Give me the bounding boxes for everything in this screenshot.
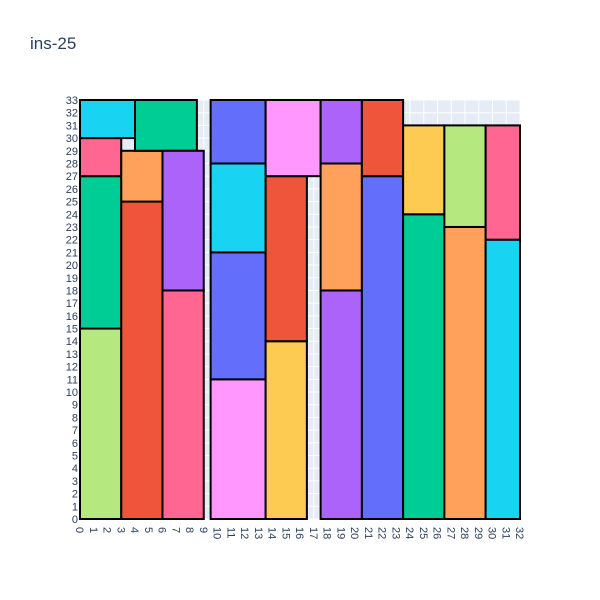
x-tick-label: 5 bbox=[142, 527, 154, 533]
chart-rect-6 bbox=[134, 99, 198, 152]
chart-rect-11 bbox=[209, 162, 267, 254]
x-tick-label: 19 bbox=[334, 527, 346, 539]
y-tick-label: 8 bbox=[72, 412, 78, 424]
chart-rect-1 bbox=[79, 175, 123, 330]
x-tick-label: 31 bbox=[499, 527, 511, 539]
chart-rect-9 bbox=[209, 378, 267, 521]
x-tick-label: 12 bbox=[238, 527, 250, 539]
x-tick-label: 7 bbox=[169, 527, 181, 533]
x-tick-label: 27 bbox=[444, 527, 456, 539]
chart-rect-12 bbox=[209, 99, 267, 165]
y-tick-label: 31 bbox=[66, 120, 78, 132]
x-tick-label: 22 bbox=[376, 527, 388, 539]
y-tick-label: 33 bbox=[66, 95, 78, 107]
x-tick-label: 11 bbox=[224, 527, 236, 538]
y-tick-label: 16 bbox=[66, 311, 78, 323]
y-tick-label: 26 bbox=[66, 184, 78, 196]
x-tick-label: 21 bbox=[362, 527, 374, 539]
y-tick-label: 6 bbox=[72, 438, 78, 450]
x-tick-label: 4 bbox=[128, 527, 140, 533]
chart-rect-5 bbox=[120, 149, 164, 203]
chart-rect-25 bbox=[484, 238, 521, 521]
x-tick-label: 0 bbox=[73, 527, 85, 533]
chart-rect-24 bbox=[443, 124, 487, 228]
x-tick-label: 8 bbox=[183, 527, 195, 533]
chart-rect-13 bbox=[264, 340, 308, 520]
y-tick-label: 27 bbox=[66, 171, 78, 183]
chart-rect-22 bbox=[402, 124, 446, 216]
chart-rect-21 bbox=[402, 213, 446, 520]
y-tick-label: 9 bbox=[72, 400, 78, 412]
x-tick-label: 9 bbox=[197, 527, 209, 533]
x-tick-label: 20 bbox=[348, 527, 360, 539]
chart-title: ins-25 bbox=[30, 34, 77, 53]
y-tick-label: 32 bbox=[66, 108, 78, 120]
x-tick-label: 13 bbox=[252, 527, 264, 539]
y-tick-label: 28 bbox=[66, 158, 78, 170]
x-tick-label: 17 bbox=[307, 527, 319, 539]
y-tick-label: 0 bbox=[72, 514, 78, 526]
y-tick-label: 22 bbox=[66, 235, 78, 247]
x-tick-label: 14 bbox=[266, 527, 278, 539]
y-tick-label: 23 bbox=[66, 222, 78, 234]
chart-rect-4 bbox=[120, 200, 164, 521]
x-tick-label: 32 bbox=[513, 527, 525, 539]
y-tick-label: 17 bbox=[66, 298, 78, 310]
y-tick-label: 30 bbox=[66, 133, 78, 145]
chart-rect-8 bbox=[161, 149, 205, 292]
x-tick-label: 23 bbox=[389, 527, 401, 539]
y-tick-label: 21 bbox=[66, 247, 78, 259]
chart-rect-15 bbox=[264, 99, 322, 178]
y-tick-label: 5 bbox=[72, 451, 78, 463]
chart-rect-19 bbox=[360, 175, 405, 520]
chart-rect-10 bbox=[209, 251, 267, 381]
y-tick-label: 3 bbox=[72, 476, 78, 488]
chart-rect-18 bbox=[319, 99, 363, 165]
x-tick-label: 28 bbox=[458, 527, 470, 539]
y-tick-label: 12 bbox=[66, 362, 78, 374]
chart-rect-20 bbox=[360, 99, 405, 178]
y-tick-label: 19 bbox=[66, 273, 78, 285]
x-tick-label: 1 bbox=[87, 527, 99, 533]
y-tick-label: 25 bbox=[66, 197, 78, 209]
x-tick-label: 10 bbox=[211, 527, 223, 539]
x-tick-label: 16 bbox=[293, 527, 305, 539]
y-tick-label: 15 bbox=[66, 324, 78, 336]
chart-rect-3 bbox=[79, 99, 136, 140]
x-tick-label: 15 bbox=[279, 527, 291, 539]
y-tick-label: 2 bbox=[72, 489, 78, 501]
y-tick-label: 4 bbox=[72, 463, 78, 475]
y-tick-label: 24 bbox=[66, 209, 78, 221]
x-tick-label: 2 bbox=[101, 527, 113, 533]
x-tick-label: 25 bbox=[417, 527, 429, 539]
chart-rect-2 bbox=[79, 137, 123, 178]
y-tick-label: 18 bbox=[66, 285, 78, 297]
y-tick-label: 13 bbox=[66, 349, 78, 361]
y-tick-label: 20 bbox=[66, 260, 78, 272]
x-tick-label: 3 bbox=[114, 527, 126, 533]
y-tick-label: 7 bbox=[72, 425, 78, 437]
y-tick-label: 14 bbox=[66, 336, 78, 348]
chart-rect-17 bbox=[319, 162, 363, 292]
y-tick-label: 10 bbox=[66, 387, 78, 399]
chart-rect-7 bbox=[161, 289, 205, 521]
y-tick-label: 11 bbox=[67, 374, 78, 386]
x-tick-label: 29 bbox=[472, 527, 484, 539]
chart-rect-14 bbox=[264, 175, 308, 343]
x-tick-label: 24 bbox=[403, 527, 415, 539]
chart-rect-26 bbox=[484, 124, 521, 241]
chart-rect-0 bbox=[79, 327, 123, 520]
x-tick-label: 6 bbox=[156, 527, 168, 533]
chart-rect-16 bbox=[319, 289, 363, 521]
x-tick-label: 26 bbox=[431, 527, 443, 539]
x-tick-label: 18 bbox=[321, 527, 333, 539]
x-tick-label: 30 bbox=[486, 527, 498, 539]
y-tick-label: 29 bbox=[66, 146, 78, 158]
chart-rect-23 bbox=[443, 225, 487, 520]
y-tick-label: 1 bbox=[72, 501, 78, 513]
